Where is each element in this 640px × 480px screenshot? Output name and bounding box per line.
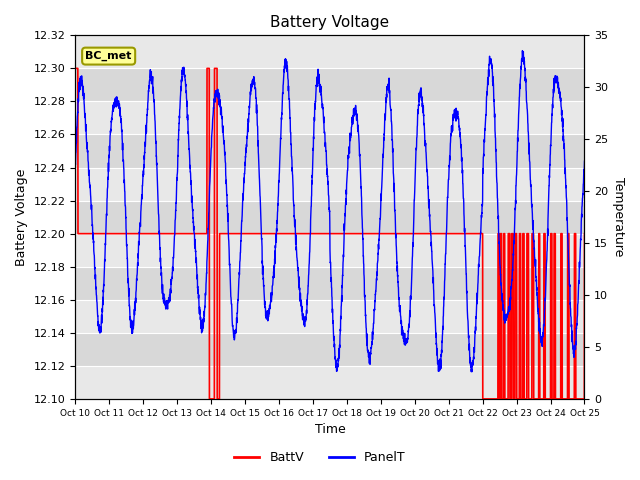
Bar	[76, 168, 584, 201]
Title: Battery Voltage: Battery Voltage	[270, 15, 390, 30]
X-axis label: Time: Time	[314, 423, 345, 436]
Bar	[76, 366, 584, 399]
Text: BC_met: BC_met	[86, 51, 132, 61]
Y-axis label: Temperature: Temperature	[612, 178, 625, 257]
Legend: BattV, PanelT: BattV, PanelT	[229, 446, 411, 469]
Bar	[76, 36, 584, 68]
Bar	[76, 300, 584, 333]
Bar	[76, 101, 584, 134]
Bar	[76, 234, 584, 267]
Y-axis label: Battery Voltage: Battery Voltage	[15, 168, 28, 266]
